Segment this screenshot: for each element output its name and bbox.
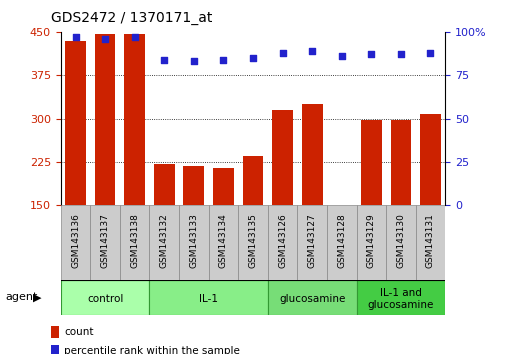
Text: GDS2472 / 1370171_at: GDS2472 / 1370171_at bbox=[50, 11, 212, 25]
Text: GSM143129: GSM143129 bbox=[366, 213, 375, 268]
Bar bbox=[183, 166, 204, 205]
Point bbox=[248, 55, 257, 61]
Bar bbox=[154, 164, 174, 205]
Bar bbox=[267, 205, 297, 280]
Text: ▶: ▶ bbox=[33, 292, 41, 302]
Text: GSM143134: GSM143134 bbox=[219, 213, 227, 268]
Text: GSM143132: GSM143132 bbox=[160, 213, 169, 268]
Bar bbox=[61, 280, 149, 315]
Bar bbox=[120, 205, 149, 280]
Point bbox=[278, 50, 286, 56]
Bar bbox=[213, 168, 233, 205]
Text: agent: agent bbox=[5, 292, 37, 302]
Bar bbox=[242, 156, 263, 205]
Text: GSM143126: GSM143126 bbox=[278, 213, 286, 268]
Point bbox=[160, 57, 168, 62]
Bar bbox=[419, 114, 440, 205]
Bar bbox=[297, 205, 326, 280]
Point bbox=[337, 53, 345, 59]
Bar bbox=[272, 110, 292, 205]
Text: GSM143137: GSM143137 bbox=[100, 213, 110, 268]
Bar bbox=[356, 280, 444, 315]
Text: GSM143136: GSM143136 bbox=[71, 213, 80, 268]
Text: IL-1: IL-1 bbox=[199, 294, 218, 304]
Text: IL-1 and
glucosamine: IL-1 and glucosamine bbox=[367, 288, 433, 310]
Bar bbox=[267, 280, 356, 315]
Bar bbox=[415, 205, 444, 280]
Bar bbox=[390, 120, 411, 205]
Text: GSM143128: GSM143128 bbox=[336, 213, 345, 268]
Point bbox=[71, 34, 79, 40]
Bar bbox=[301, 104, 322, 205]
Bar bbox=[356, 205, 385, 280]
Text: GSM143133: GSM143133 bbox=[189, 213, 198, 268]
Point bbox=[189, 58, 197, 64]
Bar bbox=[360, 120, 381, 205]
Bar bbox=[124, 34, 145, 205]
Text: percentile rank within the sample: percentile rank within the sample bbox=[64, 346, 240, 354]
Text: GSM143135: GSM143135 bbox=[248, 213, 257, 268]
Bar bbox=[65, 41, 86, 205]
Point bbox=[130, 34, 138, 40]
Bar bbox=[50, 345, 59, 354]
Point bbox=[219, 57, 227, 62]
Text: glucosamine: glucosamine bbox=[278, 294, 345, 304]
Bar bbox=[326, 205, 356, 280]
Point bbox=[396, 52, 404, 57]
Bar bbox=[90, 205, 120, 280]
Text: control: control bbox=[87, 294, 123, 304]
Text: GSM143138: GSM143138 bbox=[130, 213, 139, 268]
Point bbox=[367, 52, 375, 57]
Bar bbox=[50, 326, 59, 338]
Bar bbox=[94, 34, 115, 205]
Bar bbox=[238, 205, 267, 280]
Point bbox=[101, 36, 109, 42]
Text: count: count bbox=[64, 327, 93, 337]
Bar bbox=[208, 205, 238, 280]
Bar bbox=[385, 205, 415, 280]
Point bbox=[426, 50, 434, 56]
Point bbox=[308, 48, 316, 54]
Bar bbox=[179, 205, 208, 280]
Bar bbox=[149, 205, 179, 280]
Text: GSM143130: GSM143130 bbox=[395, 213, 405, 268]
Bar bbox=[149, 280, 267, 315]
Text: GSM143127: GSM143127 bbox=[307, 213, 316, 268]
Text: GSM143131: GSM143131 bbox=[425, 213, 434, 268]
Bar bbox=[61, 205, 90, 280]
